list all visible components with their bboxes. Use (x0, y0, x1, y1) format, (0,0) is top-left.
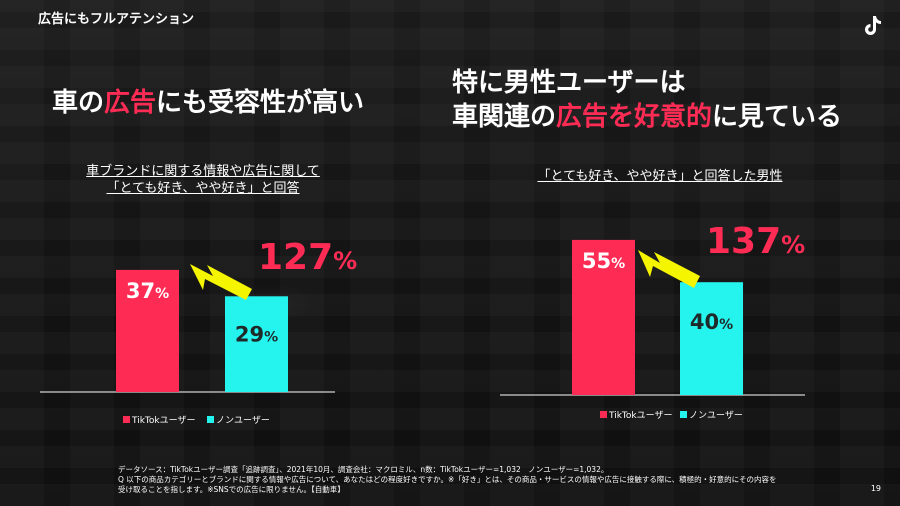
right-bar-tiktok-label: 55% (582, 249, 625, 273)
right-bar-tiktok (572, 239, 635, 395)
right-chart: 55% 40% 137% TikTokユーザー ノンユーザー (500, 221, 805, 421)
left-bar-non (225, 296, 288, 392)
left-chart-subtitle: 車ブランドに関する情報や広告に関して 「とても好き、やや好き」と回答 (62, 163, 344, 197)
left-subtitle-line: 車ブランドに関する情報や広告に関して (86, 164, 320, 179)
legend-non-swatch (680, 411, 687, 418)
legend-tiktok-swatch (600, 411, 607, 418)
right-title: 特に男性ユーザーは 車関連の広告を好意的に見ている (452, 66, 842, 134)
tiktok-icon (865, 16, 881, 35)
right-title-part: に見ている (712, 102, 843, 132)
left-ratio-label: 127% (258, 237, 357, 278)
page-number: 19 (870, 484, 881, 493)
legend-tiktok-label: TikTokユーザー (608, 410, 672, 421)
legend-tiktok-label: TikTokユーザー (131, 415, 195, 426)
footnote: データソース：TikTokユーザー調査「追跡調査」、2021年10月、調査会社：… (118, 465, 776, 495)
left-bar-non-label: 29% (235, 322, 278, 346)
legend-non-swatch (207, 416, 214, 423)
left-title-part: 車の (52, 88, 105, 118)
left-bar-tiktok-label: 37% (126, 279, 169, 303)
legend-non-label: ノンユーザー (216, 415, 270, 426)
right-bar-non-label: 40% (690, 310, 733, 334)
left-title: 車の広告にも受容性が高い (52, 86, 364, 120)
left-subtitle-line: 「とても好き、やや好き」と回答 (106, 181, 300, 196)
left-bar-tiktok (116, 269, 179, 392)
right-arrow (638, 250, 700, 288)
footnote-line: 受け取ることを指します。※SNSでの広告に限りません。【自動車】 (118, 485, 345, 494)
right-ratio-label: 137% (706, 221, 805, 262)
right-title-line1: 特に男性ユーザーは (452, 68, 686, 98)
footnote-line: データソース：TikTokユーザー調査「追跡調査」、2021年10月、調査会社：… (118, 465, 609, 474)
header-title: 広告にもフルアテンション (38, 12, 195, 27)
left-arrow (190, 264, 252, 300)
legend-tiktok-swatch (123, 416, 130, 423)
footnote-line: Q 以下の商品カテゴリーとブランドに関する情報や広告について、あなたはどの程度好… (118, 475, 777, 484)
left-title-part: にも受容性が高い (156, 88, 365, 118)
right-title-part: 車関連の (452, 102, 557, 132)
right-bar-non (680, 282, 743, 395)
right-title-highlight: 広告を好意的 (556, 102, 713, 132)
legend-non-label: ノンユーザー (689, 410, 743, 421)
right-chart-subtitle: 「とても好き、やや好き」と回答した男性 (537, 169, 783, 184)
left-chart: 37% 29% 127% TikTokユーザー ノンユーザー (40, 237, 357, 426)
left-title-highlight: 広告 (104, 88, 157, 118)
